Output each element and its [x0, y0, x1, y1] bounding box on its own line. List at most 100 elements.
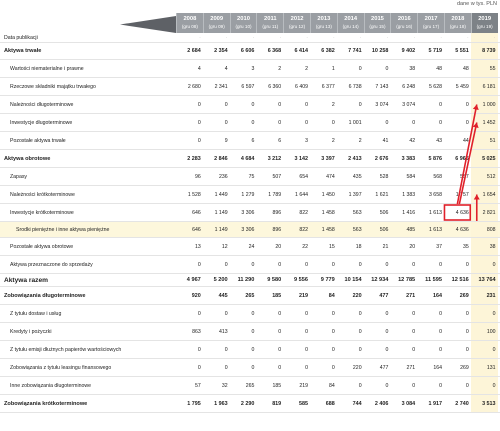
table-cell: 0	[305, 364, 308, 371]
table-cell: 0	[197, 346, 201, 353]
table-row: Zapasy 96 236 75 507 654 474 435 528 584 568 557 512	[0, 168, 500, 186]
table-cell: 0	[385, 328, 389, 335]
year-col-2009: 2009 (gru 09)	[202, 13, 230, 33]
table-cell: 11 595	[425, 277, 442, 283]
table-cell: 6 606	[240, 48, 255, 54]
table-cell: 0	[470, 377, 498, 394]
table-cell: 38	[409, 65, 416, 72]
table-cell: ·	[470, 33, 498, 42]
table-cell: 5 876	[428, 155, 442, 162]
table-cell: 1 757	[455, 191, 469, 198]
table-cell: 2	[331, 137, 335, 144]
table-cell: 0	[412, 310, 416, 317]
table-cell: 819	[272, 400, 282, 407]
table-cell: 1 449	[214, 191, 228, 198]
period-label: (gru 11)	[262, 24, 279, 29]
table-cell: 0	[305, 101, 308, 108]
table-cell: 12 934	[371, 277, 389, 283]
row-label: Aktywa trwałe	[4, 48, 42, 54]
table-cell: 1 621	[375, 191, 389, 198]
table-cell: 13	[195, 243, 201, 250]
table-cell: 0	[412, 346, 416, 353]
table-row: Zobowiązania krótkoterminowe 1 795 1 963 2 …	[0, 395, 500, 413]
row-label: Środki pieniężne i inne aktywa pieniężne	[16, 226, 110, 233]
table-cell: 557	[460, 173, 469, 180]
table-cell: 2 283	[187, 155, 201, 162]
table-cell: 8 739	[470, 43, 498, 59]
table-cell: 1 452	[470, 114, 498, 131]
table-cell: 5 200	[213, 277, 228, 283]
table-cell: 0	[412, 328, 416, 335]
table-cell: 10 258	[371, 48, 389, 54]
table-row: Inwestycje długoterminowe 0 0 0 0 0 0 1 001 0 0 0 0…	[0, 114, 500, 132]
table-cell: 0	[465, 346, 469, 353]
table-cell: 2 354	[214, 48, 228, 54]
table-cell: 100	[470, 323, 498, 340]
table-cell: 4 636	[455, 209, 469, 216]
table-cell: 528	[379, 173, 389, 180]
table-cell: 131	[470, 359, 498, 376]
table-cell: 0	[278, 328, 282, 335]
table-cell: 1 528	[187, 191, 201, 198]
table-row: Kredyty i pożyczki 863 413 0 0 0 0 0 0 0 0 0 100	[0, 323, 500, 341]
period-label: (gru 18)	[449, 24, 466, 29]
table-cell: 2	[331, 101, 335, 108]
table-cell: 1 279	[241, 191, 255, 198]
table-cell: 42	[409, 137, 416, 144]
year-col-2019: 2019 (gru 19)	[470, 13, 498, 33]
table-cell: 38	[470, 238, 498, 255]
table-cell: 0	[197, 364, 201, 371]
year-label: 2010	[237, 16, 250, 22]
table-cell: 6 368	[267, 48, 282, 54]
table-cell: 2	[278, 65, 282, 72]
row-label: Pozostałe aktywa trwałe	[10, 137, 66, 144]
row-label: Inwestycje krótkoterminowe	[10, 209, 74, 216]
table-cell: ·	[386, 35, 389, 40]
table-cell: ·	[279, 35, 282, 40]
table-cell: ·	[252, 35, 255, 40]
table-cell: 0	[278, 346, 282, 353]
row-label: Należności długoterminowe	[10, 101, 74, 108]
table-cell: 2 846	[214, 155, 228, 162]
table-cell: 0	[251, 364, 255, 371]
table-cell: 5 025	[470, 150, 498, 167]
table-row: Aktywa trwałe 2 684 2 354 6 606 6 368 6 414 6 …	[0, 43, 500, 60]
table-cell: 3 212	[267, 155, 282, 162]
year-label: 2012	[290, 16, 304, 22]
table-cell: 57	[195, 382, 201, 389]
table-cell: 0	[251, 101, 255, 108]
table-cell: 563	[352, 209, 362, 216]
table-cell: 48	[462, 65, 469, 72]
table-row: Inwestycje krótkoterminowe 646 1 149 3 306 8…	[0, 204, 500, 222]
table-cell: 0	[278, 261, 282, 268]
table-cell: 37	[436, 243, 442, 250]
table-cell: 3 383	[401, 155, 416, 162]
table-cell: 0	[465, 101, 469, 108]
table-cell: 2 740	[455, 400, 469, 407]
table-cell: 0	[278, 310, 282, 317]
table-cell: 43	[436, 137, 442, 144]
table-cell: 1 001	[348, 119, 362, 126]
table-cell: 9 580	[267, 277, 282, 283]
balance-sheet-table: Data publikacji · · · · · · · · · · · · Aktywa trwałe…	[0, 33, 500, 413]
table-cell: 0	[385, 382, 389, 389]
year-col-2011: 2011 (gru 11)	[256, 13, 284, 33]
header-arrow-icon	[120, 16, 176, 33]
table-cell: 568	[433, 173, 442, 180]
table-cell: 22	[302, 243, 308, 250]
table-cell: 0	[305, 346, 308, 353]
table-cell: 231	[470, 287, 498, 304]
row-label: Inwestycje długoterminowe	[10, 119, 73, 126]
table-cell: 75	[248, 173, 255, 180]
year-col-2016: 2016 (gru 16)	[390, 13, 418, 33]
table-cell: 0	[470, 305, 498, 322]
table-cell: 164	[433, 364, 442, 371]
table-cell: 0	[439, 382, 442, 389]
row-label: Zobowiązania krótkoterminowe	[4, 400, 88, 407]
table-cell: 0	[331, 310, 335, 317]
table-cell: 0	[251, 119, 255, 126]
table-cell: 269	[459, 292, 469, 299]
table-cell: 485	[406, 226, 416, 233]
table-cell: 0	[197, 310, 201, 317]
table-cell: 1 613	[428, 226, 442, 233]
